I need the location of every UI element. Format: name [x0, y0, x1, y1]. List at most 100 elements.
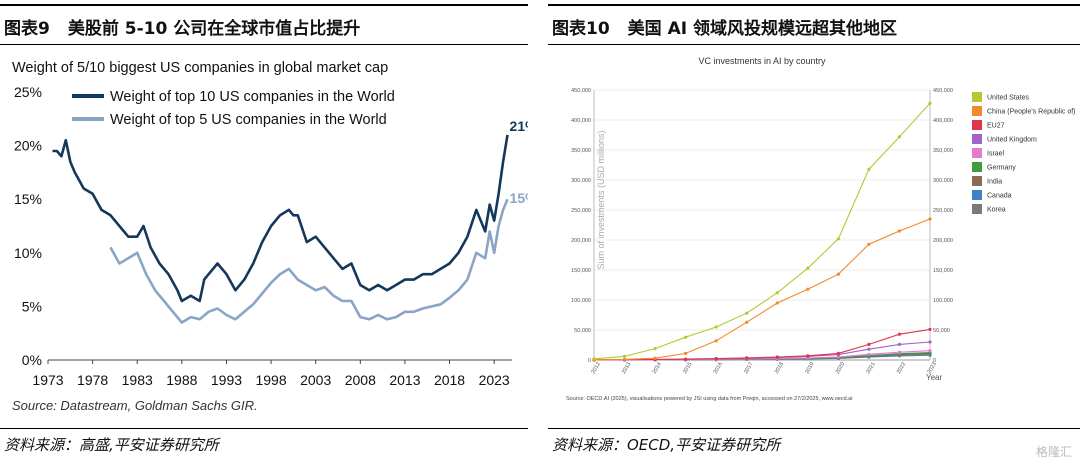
y-tick-label-right: 150,000 — [933, 268, 953, 274]
end-value-label: 21% — [510, 118, 528, 134]
legend-label: China (People's Republic of) — [987, 109, 1076, 116]
y-tick-label-left: 200,000 — [571, 238, 591, 244]
x-tick-label: 2019 — [804, 361, 815, 375]
y-tick-label-right: 250,000 — [933, 208, 953, 214]
legend-label: Germany — [987, 165, 1016, 172]
figure-title: 图表10 美国 AI 领域风投规模远超其他地区 — [552, 14, 897, 39]
data-point — [836, 237, 840, 241]
x-tick-label: 2018 — [774, 361, 785, 375]
top-rule — [0, 4, 528, 6]
source-rule — [0, 428, 528, 429]
figure-title-text: 美股前 5-10 公司在全球市值占比提升 — [67, 19, 361, 39]
x-tick-label: 1973 — [32, 372, 63, 388]
legend-swatch — [972, 148, 982, 158]
x-tick-label: 2022 — [896, 361, 907, 375]
y-tick-label-left: 250,000 — [571, 208, 591, 214]
data-point — [928, 101, 932, 105]
legend-label: United Kingdom — [987, 137, 1037, 144]
figure-title: 图表9 美股前 5-10 公司在全球市值占比提升 — [4, 14, 360, 39]
y-axis-title: Sum of investments (USD millions) — [596, 130, 606, 269]
title-rule — [0, 44, 528, 45]
x-tick-label: 1998 — [255, 372, 286, 388]
y-tick-label-right: 50,000 — [933, 328, 950, 334]
x-tick-label: 2014 — [652, 361, 663, 375]
y-tick-label: 0% — [22, 352, 42, 368]
legend-swatch — [972, 120, 982, 130]
figure-title-text: 美国 AI 领域风投规模远超其他地区 — [627, 19, 897, 39]
data-point — [836, 351, 840, 355]
legend-swatch — [972, 162, 982, 172]
series-line — [593, 102, 931, 360]
data-point — [897, 229, 902, 233]
data-point — [622, 357, 627, 361]
vc-ai-investment-chart: VC investments in AI by country 0 0 50,000 5… — [566, 56, 1076, 402]
legend-swatch — [972, 134, 982, 144]
y-tick-label-left: 50,000 — [574, 328, 591, 334]
y-tick-label-right: 300,000 — [933, 178, 953, 184]
y-tick-label-right: 450,000 — [933, 88, 953, 94]
y-tick-label: 10% — [14, 245, 42, 261]
data-point — [775, 355, 779, 359]
x-tick-label: 2012 — [591, 361, 602, 375]
y-tick-label: 5% — [22, 298, 42, 314]
x-tick-label: 2021 — [865, 361, 876, 375]
y-tick-label-left: 400,000 — [571, 118, 591, 124]
x-tick-label: 2015 — [682, 361, 693, 375]
legend-swatch — [972, 92, 982, 102]
data-point — [745, 356, 749, 360]
data-point — [806, 354, 810, 358]
watermark-logo: 格隆汇 — [1035, 445, 1072, 459]
data-point — [867, 342, 871, 346]
data-point — [653, 356, 657, 360]
data-point — [684, 335, 688, 339]
x-tick-label: 2018 — [434, 372, 465, 388]
y-tick-label-right: 400,000 — [933, 118, 953, 124]
data-point — [653, 347, 657, 351]
data-point — [806, 287, 810, 291]
title-rule — [548, 44, 1080, 45]
y-tick-label: 20% — [14, 138, 42, 154]
source-text: 资料来源：高盛,平安证券研究所 — [4, 436, 219, 454]
data-point — [928, 217, 932, 221]
data-point — [745, 320, 749, 324]
series-line — [593, 328, 931, 361]
legend-label: Korea — [987, 207, 1006, 214]
x-tick-label: 2016 — [713, 361, 724, 375]
data-point — [836, 272, 840, 276]
data-point — [867, 352, 871, 356]
data-point — [684, 351, 688, 355]
data-point — [928, 327, 932, 331]
x-tick-label: 1983 — [122, 372, 153, 388]
x-tick-label: 1978 — [77, 372, 108, 388]
x-tick-label: 2023 — [479, 372, 510, 388]
y-tick-label: 25% — [14, 84, 42, 100]
legend-label: Weight of top 10 US companies in the Wor… — [110, 89, 395, 105]
x-tick-label: 1988 — [166, 372, 197, 388]
data-point — [622, 354, 627, 358]
legend-swatch — [972, 204, 982, 214]
y-tick-label-left: 450,000 — [571, 88, 591, 94]
end-value-label: 15% — [510, 190, 528, 206]
x-tick-label: 2003 — [300, 372, 331, 388]
x-tick-label: 2023 — [927, 361, 938, 375]
legend-swatch — [972, 176, 982, 186]
y-tick-label-right: 0 — [933, 358, 936, 364]
chart-title: VC investments in AI by country — [698, 56, 826, 66]
figure-label: 图表10 — [552, 19, 610, 39]
right-figure-panel: 图表10 美国 AI 领域风投规模远超其他地区 VC investments in… — [548, 0, 1080, 466]
data-point — [897, 342, 902, 346]
y-tick-label: 15% — [14, 191, 42, 207]
chart-source-note: Source: Datastream, Goldman Sachs GIR. — [12, 398, 258, 413]
y-tick-label-right: 200,000 — [933, 238, 953, 244]
source-text: 资料来源：OECD,平安证券研究所 — [552, 436, 781, 454]
chart-title: Weight of 5/10 biggest US companies in g… — [12, 60, 388, 76]
x-tick-label: 2017 — [743, 361, 754, 375]
x-tick-label: 2020 — [835, 361, 846, 375]
data-point — [775, 301, 779, 305]
y-tick-label-left: 350,000 — [571, 148, 591, 154]
y-tick-label-left: 100,000 — [571, 298, 591, 304]
legend-swatch — [972, 190, 982, 200]
data-point — [897, 135, 902, 139]
legend-label: India — [987, 179, 1002, 186]
x-tick-label: 2008 — [345, 372, 376, 388]
